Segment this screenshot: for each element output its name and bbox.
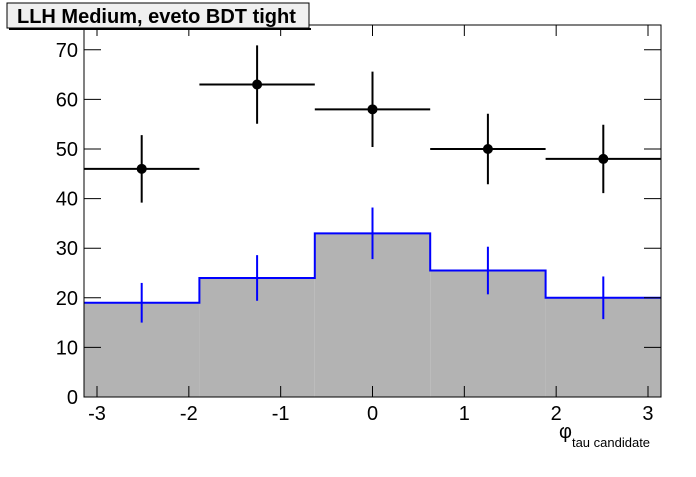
x-tick-label: -2 — [180, 403, 198, 425]
x-tick-label: 3 — [642, 403, 653, 425]
data-point — [136, 163, 147, 174]
y-tick-label: 70 — [56, 40, 78, 62]
x-tick-label: 0 — [367, 403, 378, 425]
x-tick-label: -3 — [88, 403, 106, 425]
x-axis-label: φtau candidate — [559, 421, 650, 450]
data-point — [482, 144, 493, 154]
title-box — [6, 2, 310, 29]
y-tick-label: 50 — [56, 139, 78, 161]
y-tick-label: 0 — [67, 387, 78, 409]
y-tick-label: 40 — [56, 189, 78, 211]
data-point — [367, 104, 378, 115]
y-tick-label: 30 — [56, 238, 78, 260]
x-axis-label-main: φ — [559, 421, 572, 443]
x-tick-label: 1 — [459, 403, 470, 425]
y-tick-label: 60 — [56, 89, 78, 111]
x-tick-label: -1 — [272, 403, 290, 425]
x-tick-label: 2 — [551, 403, 562, 425]
chart-title: LLH Medium, eveto BDT tight — [17, 6, 296, 28]
data-point — [252, 79, 263, 90]
histogram-bar — [314, 233, 431, 397]
x-axis-label-sub: tau candidate — [572, 435, 650, 450]
y-tick-label: 10 — [56, 337, 78, 359]
y-tick-label: 20 — [56, 288, 78, 310]
data-point — [598, 153, 609, 164]
